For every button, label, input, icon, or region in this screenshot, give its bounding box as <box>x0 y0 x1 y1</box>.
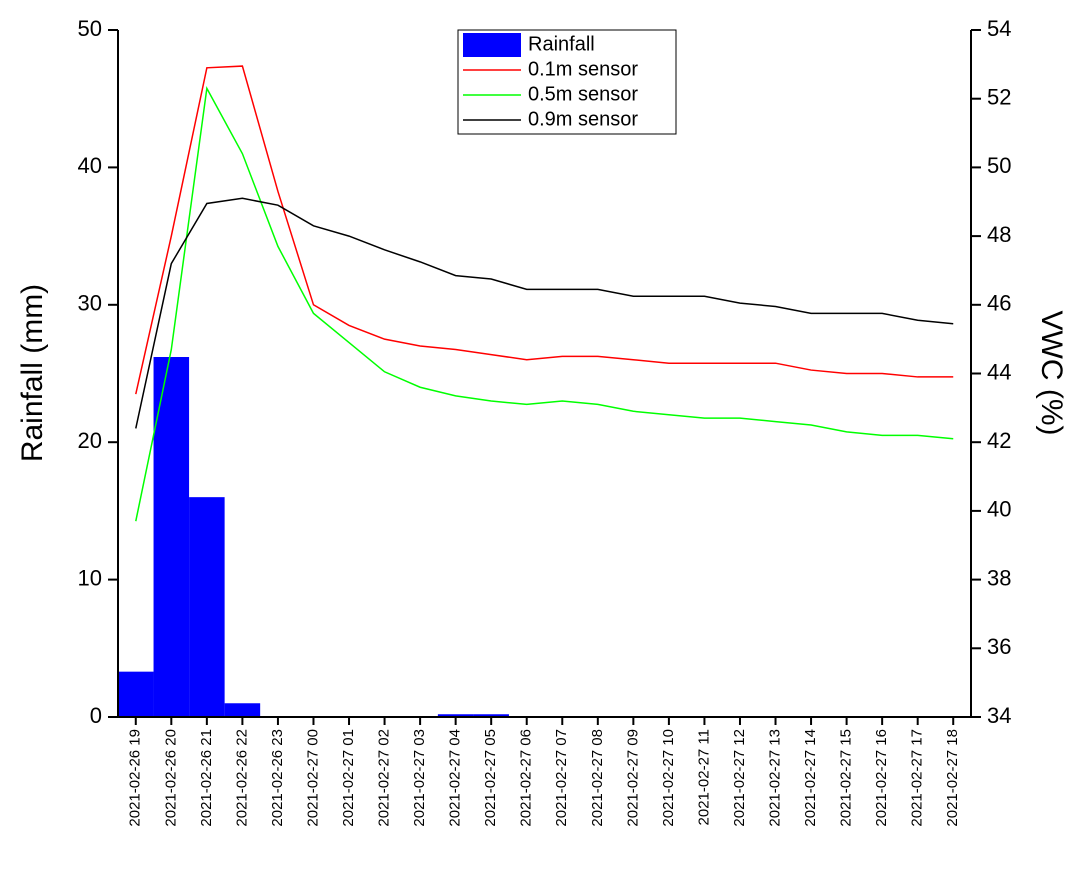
y2-tick-label: 54 <box>987 16 1011 41</box>
x-tick-label: 2021-02-26 22 <box>233 729 250 827</box>
x-tick-label: 2021-02-27 00 <box>304 729 321 827</box>
line <box>135 86 954 522</box>
y2-tick-label: 36 <box>987 634 1011 659</box>
x-tick-label: 2021-02-27 13 <box>766 729 783 827</box>
x-tick-label: 2021-02-27 07 <box>553 729 570 827</box>
y-tick-label: 20 <box>78 428 102 453</box>
y-axis-title: Rainfall (mm) <box>16 284 49 462</box>
bar <box>153 357 190 717</box>
bar <box>437 714 474 717</box>
x-tick-label: 2021-02-27 05 <box>482 729 499 827</box>
y2-tick-label: 44 <box>987 359 1011 384</box>
legend-label: 0.1m sensor <box>528 58 638 80</box>
line <box>135 197 954 429</box>
y2-tick-label: 50 <box>987 153 1011 178</box>
y-tick-label: 30 <box>78 291 102 316</box>
x-tick-label: 2021-02-27 15 <box>838 729 855 827</box>
x-tick-label: 2021-02-27 16 <box>873 729 890 827</box>
y2-tick-label: 40 <box>987 497 1011 522</box>
bar <box>473 714 509 717</box>
y2-tick-label: 38 <box>987 565 1011 590</box>
x-tick-label: 2021-02-27 18 <box>944 729 961 827</box>
x-tick-label: 2021-02-27 10 <box>660 729 677 827</box>
x-tick-label: 2021-02-27 11 <box>695 729 712 825</box>
y-tick-label: 0 <box>90 703 102 728</box>
x-tick-label: 2021-02-27 08 <box>589 729 606 827</box>
x-tick-label: 2021-02-27 17 <box>909 729 926 827</box>
x-tick-label: 2021-02-27 06 <box>518 729 535 827</box>
x-tick-label: 2021-02-27 02 <box>376 729 393 827</box>
x-tick-label: 2021-02-26 19 <box>127 729 144 827</box>
line <box>135 65 954 395</box>
x-tick-label: 2021-02-27 12 <box>731 729 748 827</box>
y-tick-label: 50 <box>78 16 102 41</box>
x-tick-label: 2021-02-27 04 <box>447 729 464 827</box>
x-tick-label: 2021-02-27 03 <box>411 729 428 827</box>
x-tick-label: 2021-02-27 01 <box>340 729 357 827</box>
x-tick-label: 2021-02-26 23 <box>269 729 286 827</box>
x-tick-label: 2021-02-26 20 <box>162 729 179 827</box>
legend-label: Rainfall <box>528 33 595 55</box>
y2-tick-label: 46 <box>987 291 1011 316</box>
legend-swatch <box>463 33 521 57</box>
legend-label: 0.5m sensor <box>528 83 638 105</box>
y-tick-label: 10 <box>78 565 102 590</box>
y2-tick-label: 34 <box>987 703 1011 728</box>
y2-tick-label: 52 <box>987 85 1011 110</box>
y2-tick-label: 48 <box>987 222 1011 247</box>
legend-label: 0.9m sensor <box>528 108 638 130</box>
y-tick-label: 40 <box>78 153 102 178</box>
x-tick-label: 2021-02-27 14 <box>802 729 819 827</box>
x-tick-label: 2021-02-26 21 <box>198 729 215 827</box>
y2-tick-label: 42 <box>987 428 1011 453</box>
bar <box>189 497 225 717</box>
y2-axis-title: VWC (%) <box>1035 311 1068 436</box>
bar <box>118 671 154 717</box>
x-tick-label: 2021-02-27 09 <box>624 729 641 827</box>
bar <box>224 703 261 717</box>
